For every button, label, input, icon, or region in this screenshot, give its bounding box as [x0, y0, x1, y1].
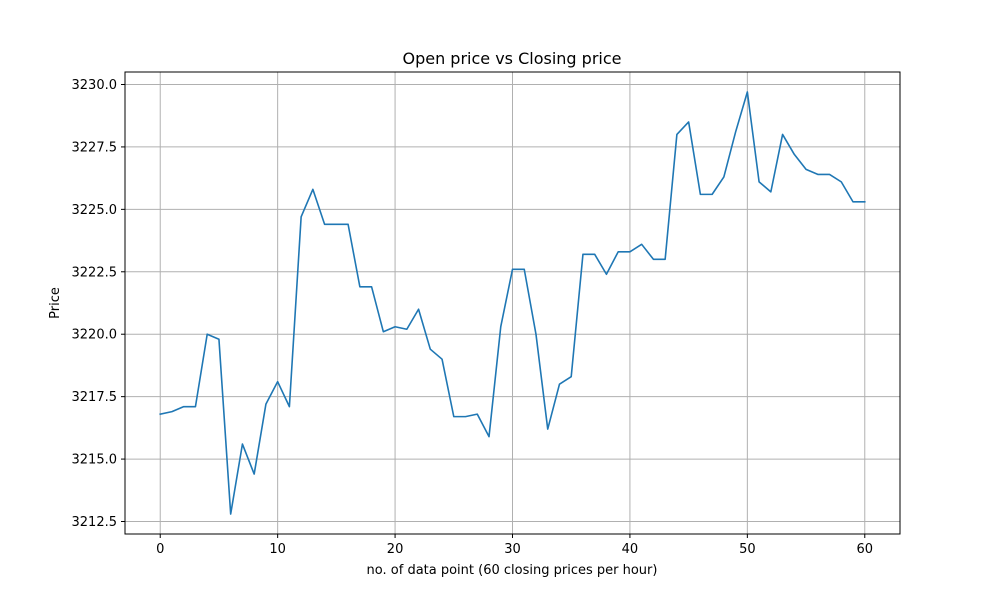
chart-title: Open price vs Closing price [402, 49, 621, 68]
x-axis-label: no. of data point (60 closing prices per… [367, 563, 658, 578]
series-line-0 [159, 91, 866, 515]
x-tick-label: 40 [622, 542, 639, 557]
series-layer [159, 91, 866, 515]
y-axis-label: Price [48, 287, 63, 319]
y-tick-label: 3225.0 [72, 203, 118, 218]
x-tick-label: 10 [269, 542, 286, 557]
x-tick-label: 20 [387, 542, 404, 557]
grid [125, 72, 900, 534]
y-tick-label: 3217.5 [72, 390, 118, 405]
y-tick-label: 3212.5 [72, 515, 118, 530]
y-tick-label: 3220.0 [72, 328, 118, 343]
x-tick-label: 30 [504, 542, 521, 557]
plot-frame [124, 71, 901, 535]
y-tick-label: 3222.5 [72, 265, 118, 280]
x-tick-label: 0 [156, 542, 164, 557]
axis-ticks: 0 10 20 30 40 50 60 3212.5 3215.0 3217.5 3220.0 322… [72, 78, 874, 557]
y-tick-label: 3230.0 [72, 78, 118, 93]
x-tick-label: 60 [856, 542, 873, 557]
x-tick-label: 50 [739, 542, 756, 557]
y-tick-label: 3227.5 [72, 140, 118, 155]
y-tick-label: 3215.0 [72, 453, 118, 468]
